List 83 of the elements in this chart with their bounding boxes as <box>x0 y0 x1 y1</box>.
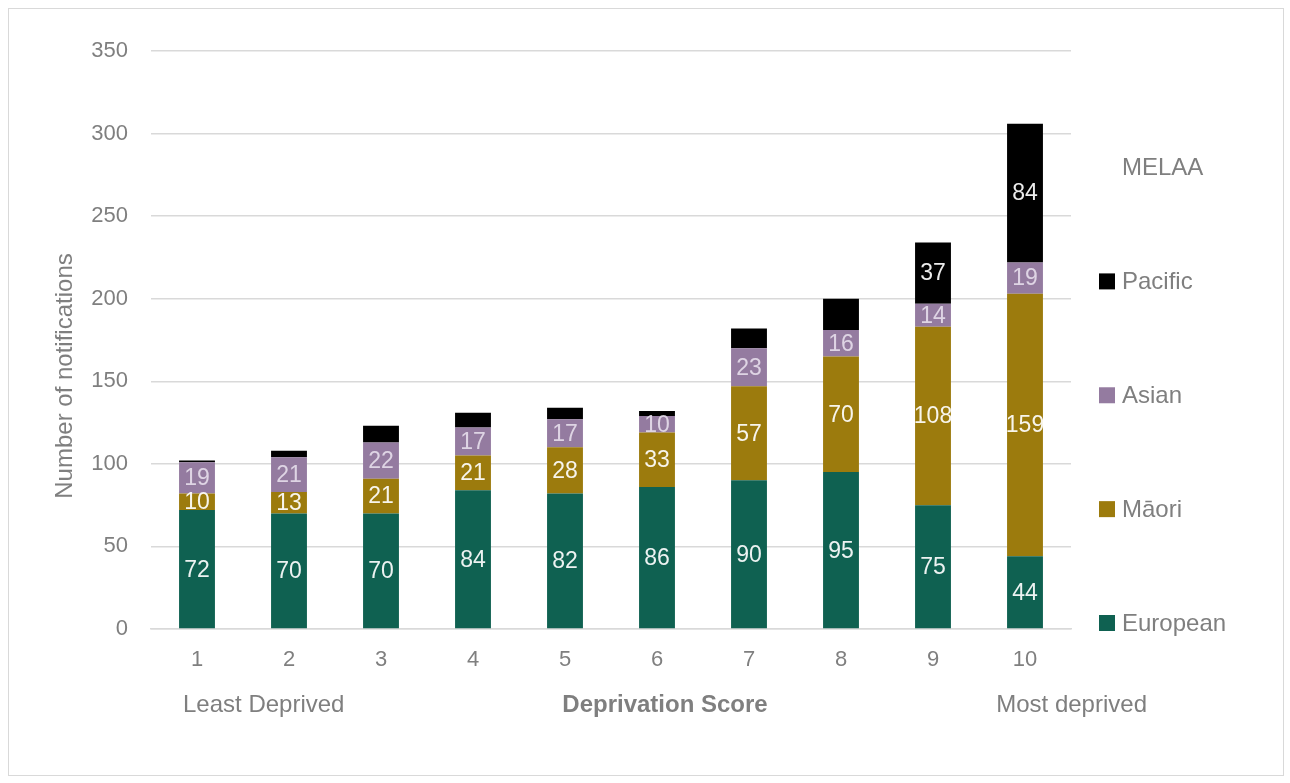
data-label: 22 <box>368 446 394 473</box>
data-label: 86 <box>644 543 670 570</box>
bar <box>639 432 675 487</box>
bar <box>547 407 583 420</box>
x-tick-label: 1 <box>190 646 204 672</box>
data-label: 72 <box>184 555 210 582</box>
data-label: 19 <box>1012 264 1038 291</box>
data-label: 10 <box>644 410 670 437</box>
y-tick-label: 350 <box>91 37 128 63</box>
bar <box>639 486 675 629</box>
data-label: 70 <box>368 557 394 584</box>
legend-label: Asian <box>1122 380 1183 408</box>
bar <box>455 490 491 629</box>
data-label: 70 <box>276 557 302 584</box>
y-tick-label: 250 <box>91 202 128 228</box>
text: Most deprived <box>996 689 1147 717</box>
bar <box>363 425 399 443</box>
y-tick-label: 50 <box>103 532 128 558</box>
data-label: 28 <box>552 456 578 483</box>
bar <box>1007 293 1043 557</box>
data-label: 90 <box>736 540 762 567</box>
bar <box>271 513 307 629</box>
y-tick-label: 300 <box>91 119 128 145</box>
data-label: 37 <box>920 259 946 286</box>
legend-label: Māori <box>1122 494 1183 522</box>
x-tick-label: 6 <box>650 646 664 672</box>
y-tick-label: 200 <box>91 284 128 310</box>
data-label: 84 <box>1012 179 1038 206</box>
bar <box>179 510 215 629</box>
bar <box>915 242 951 304</box>
bar <box>823 472 859 629</box>
data-label: 108 <box>913 402 953 429</box>
legend-label: European <box>1122 608 1227 636</box>
bar <box>271 450 307 458</box>
bar <box>1007 556 1043 629</box>
data-label: 10 <box>184 488 210 515</box>
data-label: 159 <box>1005 411 1045 438</box>
bar <box>547 493 583 629</box>
x-tick-label: 5 <box>558 646 572 672</box>
data-label: 19 <box>184 464 210 491</box>
x-tick-label: 3 <box>374 646 388 672</box>
data-label: 23 <box>736 353 762 380</box>
y-tick-label: 150 <box>91 367 128 393</box>
x-tick-label: 2 <box>282 646 296 672</box>
text: Least Deprived <box>183 689 345 717</box>
data-label: 95 <box>828 536 854 563</box>
bar <box>363 513 399 629</box>
data-label: 70 <box>828 400 854 427</box>
bar <box>823 356 859 473</box>
bar <box>731 386 767 481</box>
data-label: 16 <box>828 329 854 356</box>
x-tick-label: 4 <box>466 646 480 672</box>
bar <box>1007 123 1043 263</box>
data-label: 17 <box>552 419 578 446</box>
bar <box>731 480 767 629</box>
data-label: 14 <box>920 301 946 328</box>
data-label: 82 <box>552 547 578 574</box>
x-tick-label: 9 <box>926 646 940 672</box>
text: MELAA <box>1122 153 1204 181</box>
legend-label: Pacific <box>1122 267 1193 295</box>
data-label: 21 <box>276 460 302 487</box>
bar <box>823 298 859 331</box>
bar <box>455 412 491 428</box>
bar <box>915 326 951 506</box>
bar <box>639 411 675 416</box>
bar <box>915 505 951 629</box>
x-tick-label: 8 <box>834 646 848 672</box>
data-label: 84 <box>460 545 486 572</box>
x-tick-label: 10 <box>1012 646 1038 672</box>
x-tick-label: 7 <box>742 646 756 672</box>
x-axis-title: Deprivation Score <box>562 689 768 717</box>
data-label: 44 <box>1012 578 1038 605</box>
y-axis-title: Number of notifications <box>49 253 77 499</box>
y-tick-label: 100 <box>91 449 128 475</box>
bar <box>731 328 767 349</box>
data-label: 21 <box>460 459 486 486</box>
data-label: 75 <box>920 553 946 580</box>
data-label: 33 <box>644 446 670 473</box>
data-label: 57 <box>736 419 762 446</box>
y-tick-label: 0 <box>115 615 128 641</box>
data-label: 17 <box>460 427 486 454</box>
data-label: 21 <box>368 482 394 509</box>
data-label: 13 <box>276 489 302 516</box>
